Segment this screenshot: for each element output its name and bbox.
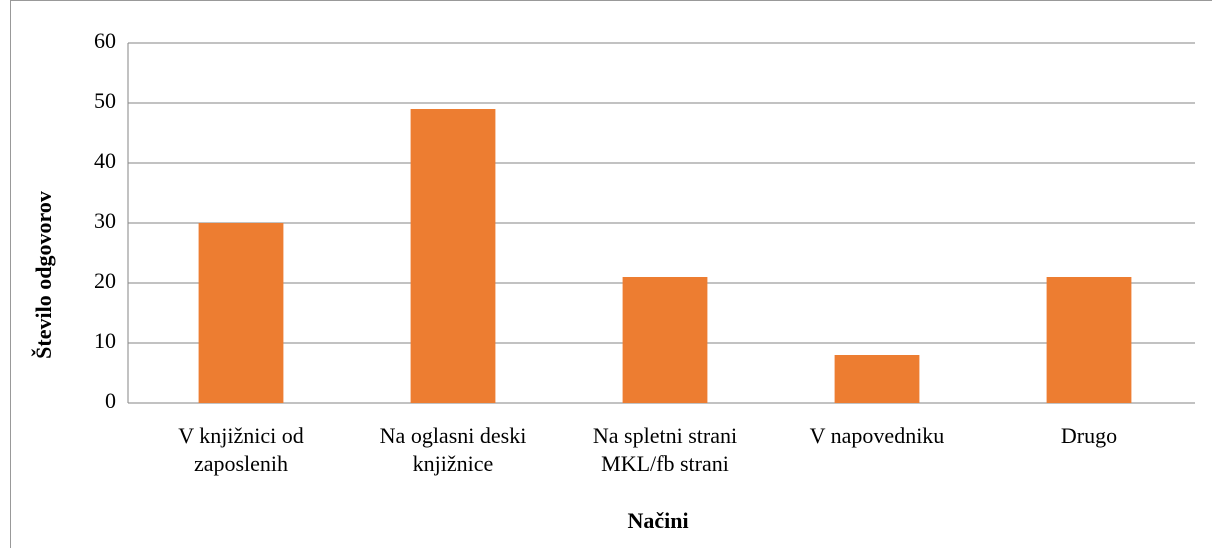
- x-tick-label: Na spletni strani MKL/fb strani: [592, 423, 738, 476]
- y-tick-label: 0: [105, 388, 116, 413]
- y-axis-title: Število odgovorov: [31, 191, 56, 359]
- bar: [834, 355, 920, 403]
- x-tick-label: V knjižnici od zaposlenih: [178, 423, 304, 476]
- y-tick-label: 50: [94, 88, 116, 113]
- x-axis-title: Načini: [627, 508, 688, 533]
- bar: [622, 277, 708, 403]
- bar: [410, 109, 496, 403]
- y-tick-label: 30: [94, 208, 116, 233]
- bar: [1046, 277, 1132, 403]
- y-tick-label: 10: [94, 328, 116, 353]
- y-tick-label: 40: [94, 148, 116, 173]
- x-tick-label: Drugo: [1060, 423, 1118, 448]
- x-tick-label: V napovedniku: [809, 423, 945, 448]
- x-tick-label: Na oglasni deski knjižnice: [379, 423, 527, 476]
- chart-border: [10, 0, 1212, 548]
- bar: [198, 223, 284, 403]
- y-tick-label: 60: [94, 28, 116, 53]
- y-tick-label: 20: [94, 268, 116, 293]
